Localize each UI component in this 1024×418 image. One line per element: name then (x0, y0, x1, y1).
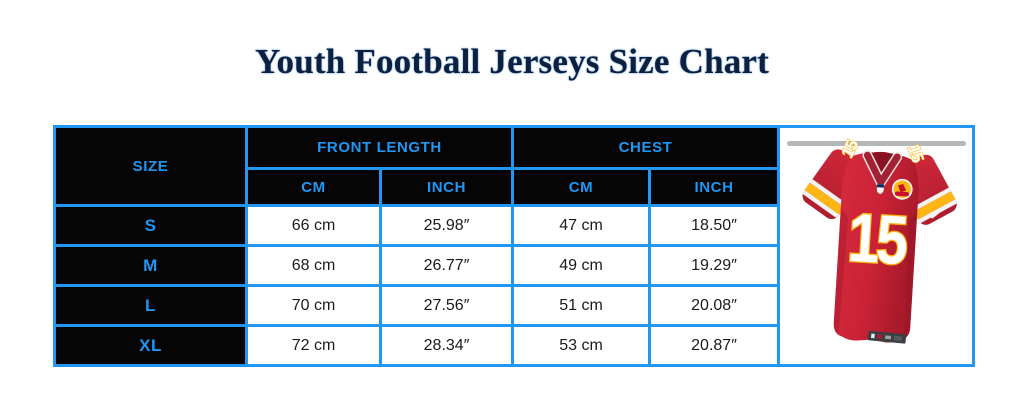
header-chest: CHEST (511, 125, 781, 170)
row-l-front-cm: 70 cm (245, 284, 382, 327)
row-l-front-inch: 27.56″ (378, 284, 515, 327)
nfl-shield-icon (876, 183, 884, 194)
size-cell-xl: XL (53, 324, 248, 367)
hanger-bar (786, 140, 966, 146)
jersey-body (833, 151, 918, 343)
jersey-jocktag (867, 330, 906, 344)
table-row-xl: XL 72 cm 28.34″ 53 cm 20.87″ (53, 324, 974, 367)
row-m-front-inch: 26.77″ (378, 244, 515, 287)
row-l-chest-cm: 51 cm (511, 284, 652, 327)
jersey-shoulder-number-right: 15 (903, 142, 927, 165)
row-l-chest-inch: 20.08″ (648, 284, 781, 327)
table-row-s: S 66 cm 25.98″ 47 cm 18.50″ (53, 204, 974, 247)
row-xl-chest-inch: 20.87″ (648, 324, 781, 367)
row-s-front-inch: 25.98″ (378, 204, 515, 247)
row-s-chest-inch: 18.50″ (648, 204, 781, 247)
row-xl-chest-cm: 53 cm (511, 324, 652, 367)
header-chest-inch: INCH (648, 167, 781, 207)
header-front-cm: CM (245, 167, 382, 207)
jersey-collar-band (863, 151, 901, 186)
jersey-photo: 15 15 15 (786, 136, 966, 344)
row-m-chest-inch: 19.29″ (648, 244, 781, 287)
jersey-chest-number: 15 (845, 199, 909, 279)
header-chest-cm: CM (511, 167, 652, 207)
jersey-side-mesh-left (833, 206, 848, 334)
row-m-chest-cm: 49 cm (511, 244, 652, 287)
nike-swoosh-icon (930, 207, 946, 219)
header-front-length: FRONT LENGTH (244, 125, 515, 170)
jersey-photo-cell: 15 15 15 (777, 125, 976, 367)
header-front-inch: INCH (378, 167, 515, 207)
row-s-front-cm: 66 cm (245, 204, 382, 247)
size-cell-l: L (53, 284, 248, 327)
jersey-side-mesh-right (903, 211, 917, 338)
size-cell-m: M (53, 244, 248, 287)
table-row-m: M 68 cm 26.77″ 49 cm 19.29″ (53, 244, 974, 287)
size-chart-table: SIZE FRONT LENGTH CHEST (53, 125, 976, 367)
page-title: Youth Football Jerseys Size Chart (254, 42, 770, 81)
table-row-l: L 70 cm 27.56″ 51 cm 20.08″ (53, 284, 974, 327)
row-xl-front-cm: 72 cm (245, 324, 382, 367)
size-cell-s: S (53, 204, 248, 247)
row-s-chest-cm: 47 cm (511, 204, 652, 247)
header-size: SIZE (53, 125, 248, 207)
row-xl-front-inch: 28.34″ (378, 324, 515, 367)
chiefs-patch-icon (891, 178, 913, 200)
row-m-front-cm: 68 cm (245, 244, 382, 287)
